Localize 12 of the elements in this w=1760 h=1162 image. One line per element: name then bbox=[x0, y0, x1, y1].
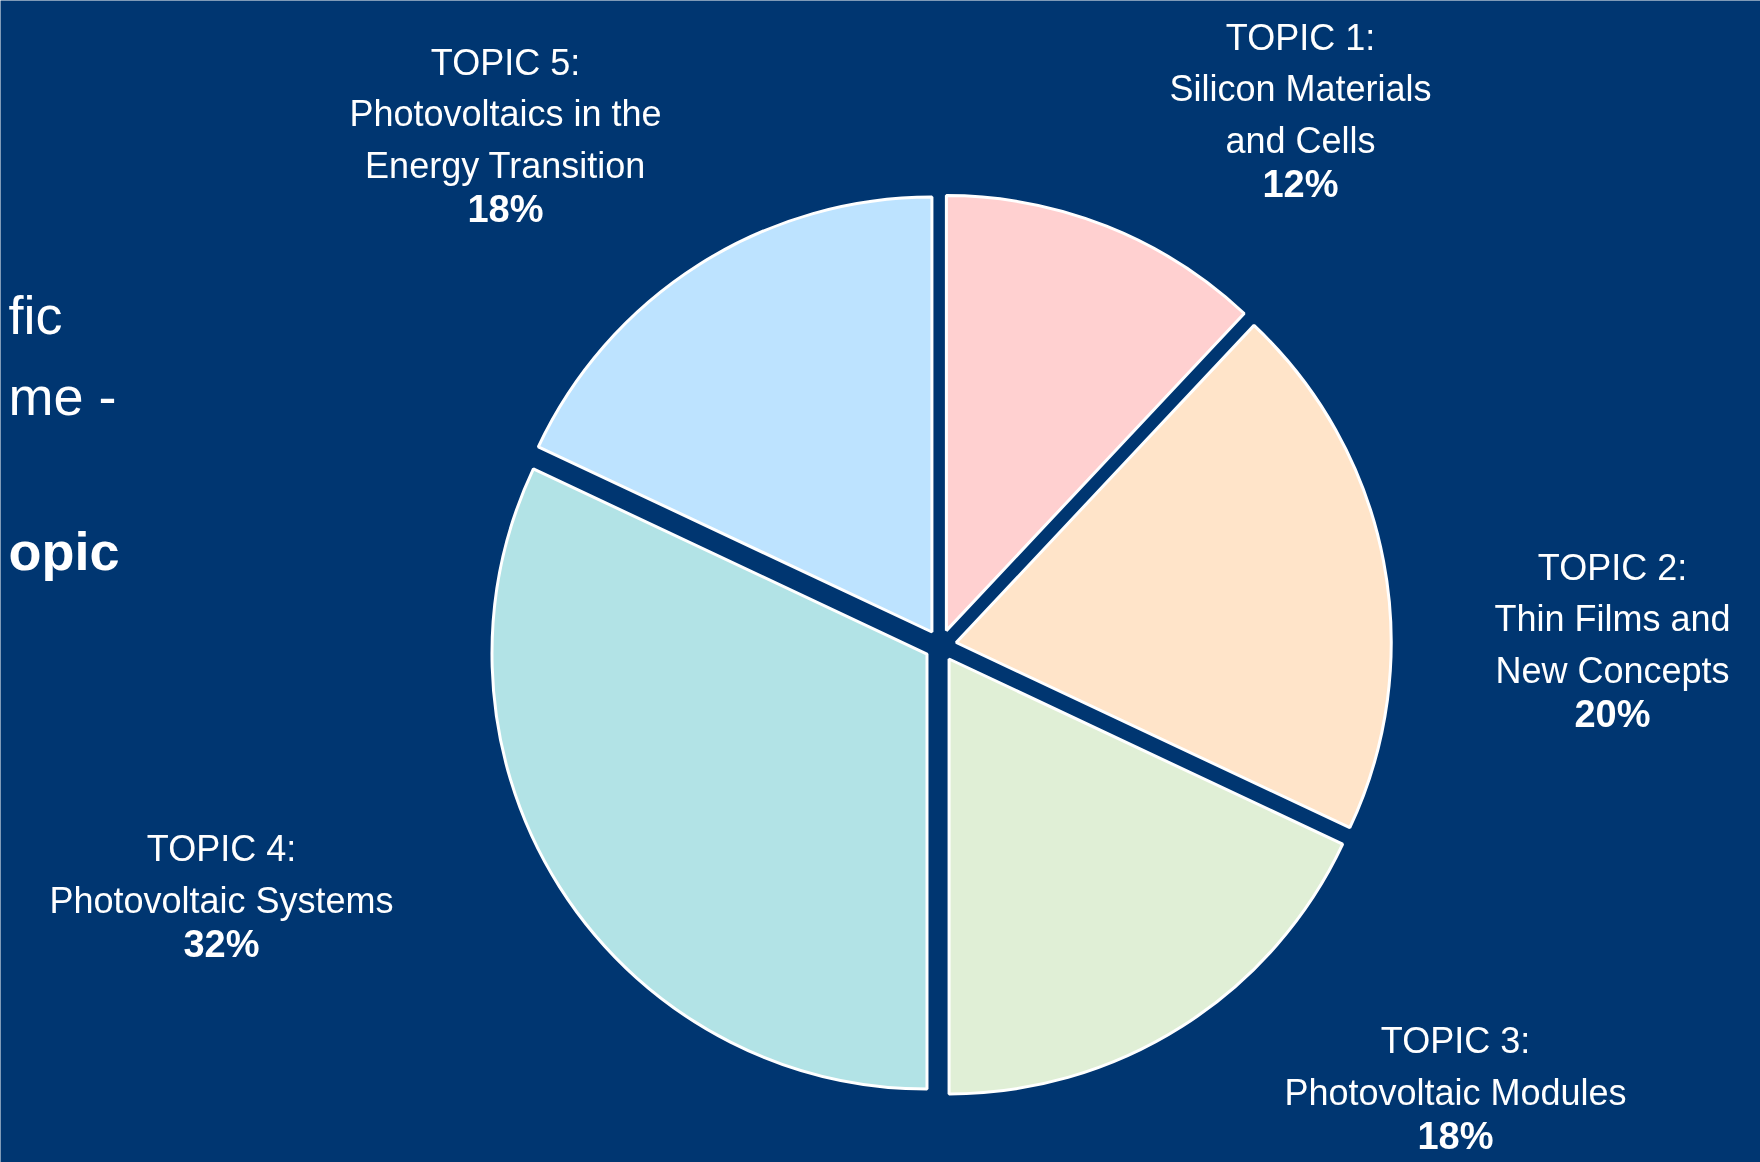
data-label: 18% bbox=[1417, 1114, 1494, 1157]
slice-label: TOPIC 3: Photovoltaic Modules bbox=[1284, 1020, 1627, 1113]
data-label: 32% bbox=[183, 922, 260, 965]
slice-label: TOPIC 4: Photovoltaic Systems bbox=[49, 828, 394, 921]
data-label: 12% bbox=[1262, 162, 1339, 205]
text: opic bbox=[8, 520, 120, 581]
data-label: 20% bbox=[1574, 692, 1651, 735]
slice-label: TOPIC 5: Photovoltaics in the Energy Transition bbox=[349, 42, 662, 186]
text: fic me - bbox=[8, 285, 117, 426]
slice-label: TOPIC 1: Silicon Materials and Cells bbox=[1169, 17, 1432, 161]
slice-label: TOPIC 2: Thin Films and New Concepts bbox=[1494, 547, 1731, 691]
data-label: 18% bbox=[467, 187, 544, 230]
